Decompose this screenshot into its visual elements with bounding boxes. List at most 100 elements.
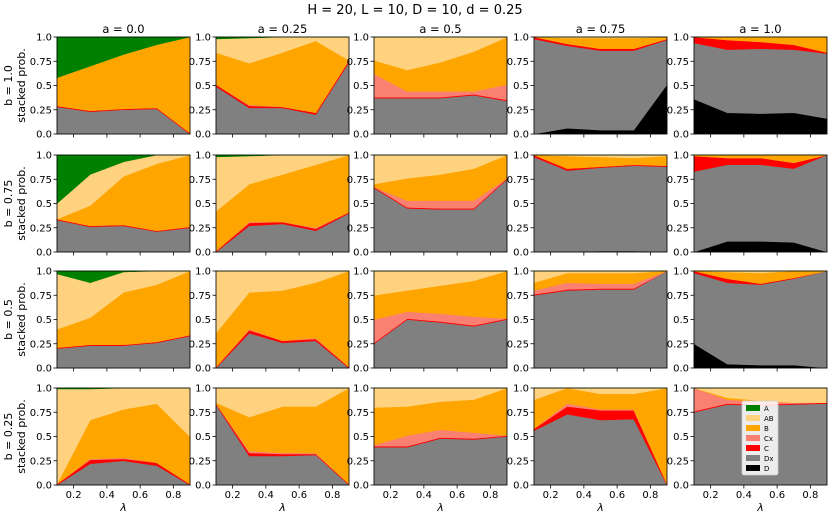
panel: 0.0 0.25 0.5 0.75 1.0	[189, 151, 350, 259]
panel: 0.0 0.25 0.5 0.75 1.0	[347, 33, 508, 141]
legend-label: AB	[764, 415, 774, 423]
y-tick-label: 0.5	[36, 315, 52, 326]
y-tick-label: 0.25	[667, 105, 689, 116]
y-tick-label: 0.5	[195, 432, 211, 443]
y-tick-label: 1.0	[195, 384, 211, 395]
column-title: a = 0.75	[576, 22, 626, 36]
legend-swatch	[746, 435, 760, 441]
x-axis-label: λ	[596, 501, 604, 514]
y-tick-label: 1.0	[36, 151, 52, 162]
y-tick-label: 1.0	[36, 384, 52, 395]
y-tick-label: 0.75	[507, 408, 529, 419]
x-tick-label: 0.8	[165, 490, 181, 501]
legend-label: Dx	[764, 455, 774, 463]
x-tick-label: 0.8	[324, 490, 340, 501]
row-title: b = 0.75 stacked prob.	[2, 166, 28, 241]
y-tick-label: 0.0	[195, 248, 211, 259]
legend-swatch	[746, 405, 760, 411]
panel: 0.0 0.25 0.5 0.75 1.0	[507, 267, 668, 375]
y-tick-label: 1.0	[195, 151, 211, 162]
panel: 0.0 0.25 0.5 0.75 1.0	[507, 151, 668, 259]
y-tick-label: 0.5	[673, 432, 689, 443]
y-tick-label: 0.0	[513, 364, 529, 375]
row-title-b: b = 0.25	[2, 413, 15, 461]
y-tick-label: 0.25	[30, 105, 52, 116]
y-axis-label: stacked prob.	[15, 282, 28, 357]
legend-label: Cx	[764, 435, 773, 443]
y-tick-label: 0.5	[36, 432, 52, 443]
x-axis-label: λ	[436, 501, 444, 514]
y-tick-label: 0.75	[667, 57, 689, 68]
y-tick-label: 0.5	[513, 199, 529, 210]
panel: 0.0 0.25 0.5 0.75 1.0 0.2 0.4 0.6 0.8 λ	[347, 384, 508, 514]
y-tick-label: 0.25	[667, 223, 689, 234]
y-tick-label: 0.0	[353, 130, 369, 141]
panel: 0.0 0.25 0.5 0.75 1.0	[347, 151, 508, 259]
y-tick-label: 0.75	[30, 291, 52, 302]
y-tick-label: 1.0	[513, 151, 529, 162]
y-tick-label: 0.25	[667, 456, 689, 467]
column-title: a = 0.0	[102, 22, 144, 36]
y-tick-label: 1.0	[673, 151, 689, 162]
y-tick-label: 0.75	[347, 408, 369, 419]
y-tick-label: 1.0	[513, 33, 529, 44]
legend: A AB B Cx C Dx D	[741, 400, 779, 476]
y-tick-label: 1.0	[353, 384, 369, 395]
y-tick-label: 0.0	[36, 130, 52, 141]
row-title-b: b = 0.5	[2, 299, 15, 340]
row-title-b: b = 0.75	[2, 180, 15, 228]
y-tick-label: 0.25	[507, 105, 529, 116]
band-dx	[693, 154, 828, 253]
y-tick-label: 0.75	[347, 291, 369, 302]
band-dx	[693, 270, 828, 369]
y-tick-label: 0.75	[30, 408, 52, 419]
legend-swatch	[746, 465, 760, 471]
y-tick-label: 0.5	[673, 315, 689, 326]
y-tick-label: 0.25	[347, 456, 369, 467]
y-tick-label: 0.25	[189, 339, 211, 350]
column-title: a = 1.0	[739, 22, 781, 36]
legend-item: A	[746, 405, 769, 413]
panel: 0.0 0.25 0.5 0.75 1.0	[667, 151, 828, 259]
y-tick-label: 0.5	[353, 81, 369, 92]
y-tick-label: 0.75	[30, 57, 52, 68]
x-tick-label: 0.8	[802, 490, 818, 501]
x-axis-label: λ	[278, 501, 286, 514]
y-tick-label: 0.75	[507, 291, 529, 302]
column-title: a = 0.25	[258, 22, 308, 36]
legend-label: B	[764, 425, 769, 433]
legend-label: C	[764, 445, 769, 453]
y-tick-label: 0.5	[353, 432, 369, 443]
panel: 0.0 0.25 0.5 0.75 1.0	[347, 267, 508, 375]
y-tick-label: 0.25	[347, 339, 369, 350]
x-tick-label: 0.4	[99, 490, 115, 501]
x-tick-label: 0.8	[482, 490, 498, 501]
y-tick-label: 0.25	[30, 339, 52, 350]
panel: 0.0 0.25 0.5 0.75 1.0 0.2 0.4 0.6 0.8 λ	[30, 384, 192, 514]
y-tick-label: 0.0	[195, 364, 211, 375]
y-tick-label: 1.0	[673, 33, 689, 44]
x-tick-label: 0.2	[543, 490, 559, 501]
y-tick-label: 1.0	[195, 33, 211, 44]
y-tick-label: 0.0	[195, 481, 211, 492]
legend-item: D	[746, 465, 769, 473]
y-axis-label: stacked prob.	[15, 48, 28, 123]
panel: 0.0 0.25 0.5 0.75 1.0	[189, 267, 350, 375]
y-tick-label: 0.5	[36, 81, 52, 92]
y-tick-label: 0.25	[189, 456, 211, 467]
y-tick-label: 0.0	[353, 364, 369, 375]
y-tick-label: 0.75	[507, 175, 529, 186]
legend-swatch	[746, 445, 760, 451]
x-axis-label: λ	[756, 501, 764, 514]
y-tick-label: 0.5	[513, 315, 529, 326]
y-tick-label: 0.25	[30, 456, 52, 467]
y-tick-label: 0.5	[353, 315, 369, 326]
suptitle: H = 20, L = 10, D = 10, d = 0.25	[307, 3, 522, 18]
y-tick-label: 0.5	[513, 432, 529, 443]
legend-item: Dx	[746, 455, 774, 463]
row-title: b = 0.25 stacked prob.	[2, 399, 28, 474]
y-tick-label: 1.0	[673, 384, 689, 395]
panel: 0.0 0.25 0.5 0.75 1.0	[30, 267, 191, 375]
x-tick-label: 0.4	[416, 490, 432, 501]
